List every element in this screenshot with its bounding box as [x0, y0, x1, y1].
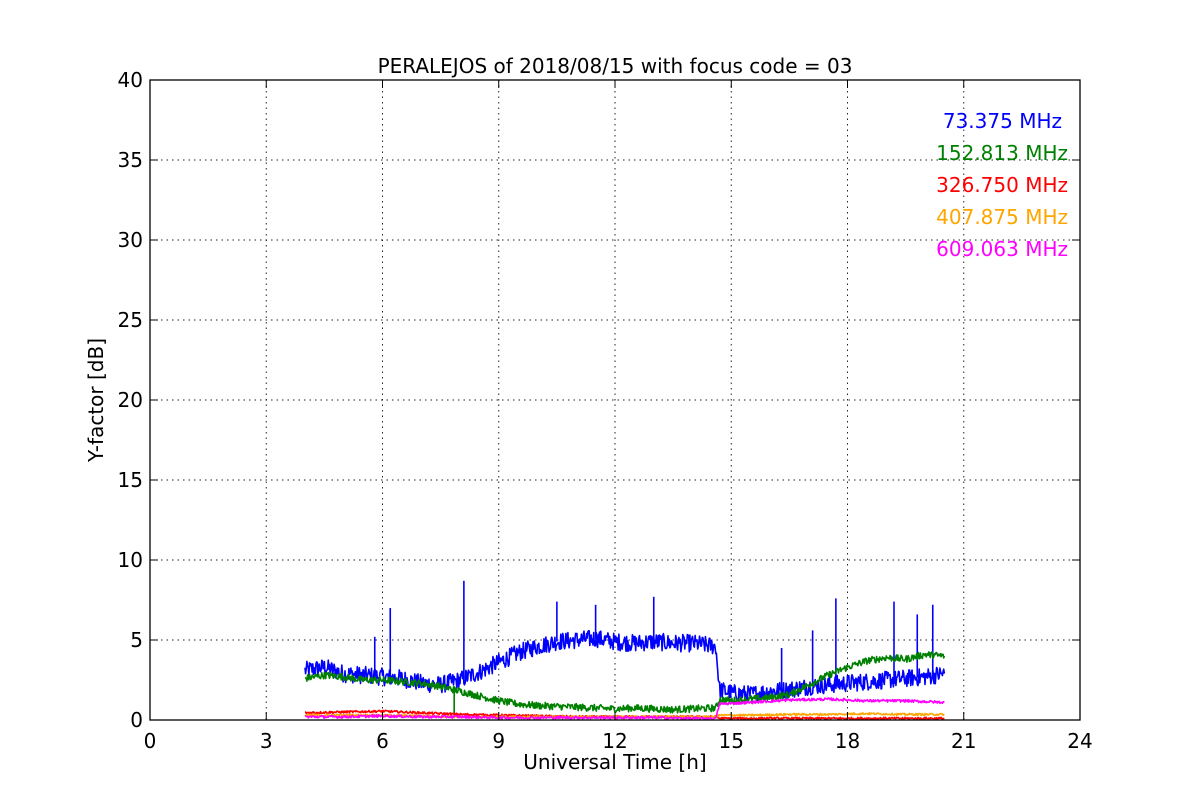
legend-entry: 609.063 MHz: [936, 237, 1068, 261]
y-tick-label: 25: [118, 308, 143, 332]
x-tick-label: 24: [1067, 729, 1092, 753]
y-tick-label: 20: [118, 388, 143, 412]
legend: 73.375 MHz 152.813 MHz 326.750 MHz 407.875 …: [936, 109, 1068, 261]
x-tick-label: 0: [144, 729, 157, 753]
x-tick-label: 15: [719, 729, 744, 753]
y-tick-label: 40: [118, 68, 143, 92]
x-tick-label: 6: [376, 729, 389, 753]
x-tick-label: 18: [835, 729, 860, 753]
series-73-375-mhz: [304, 580, 946, 704]
x-tick-label: 12: [602, 729, 627, 753]
y-tick-label: 15: [118, 468, 143, 492]
chart-title: PERALEJOS of 2018/08/15 with focus code …: [378, 54, 853, 78]
x-tick-label: 3: [260, 729, 273, 753]
y-tick-label: 35: [118, 148, 143, 172]
x-tick-label: 9: [492, 729, 505, 753]
series-line: [304, 697, 945, 721]
grid: [150, 80, 1080, 720]
x-axis-label: Universal Time [h]: [523, 750, 706, 774]
y-tick-label: 0: [130, 708, 143, 732]
x-axis: 0 3 6 9 12 15 18 21 24: [144, 80, 1093, 753]
x-tick-label: 21: [951, 729, 976, 753]
y-axis: 0 5 10 15 20 25 30 35 40: [118, 68, 1080, 732]
legend-entry: 407.875 MHz: [936, 205, 1068, 229]
series-609-063-mhz: [304, 697, 945, 721]
series-line: [304, 629, 946, 704]
legend-entry: 152.813 MHz: [936, 141, 1068, 165]
y-tick-label: 30: [118, 228, 143, 252]
y-axis-label: Y-factor [dB]: [84, 338, 108, 463]
y-tick-label: 10: [118, 548, 143, 572]
legend-entry: 326.750 MHz: [936, 173, 1068, 197]
legend-entry: 73.375 MHz: [943, 109, 1062, 133]
series-layer: [304, 580, 946, 721]
y-tick-label: 5: [130, 628, 143, 652]
series-line: [304, 650, 946, 714]
